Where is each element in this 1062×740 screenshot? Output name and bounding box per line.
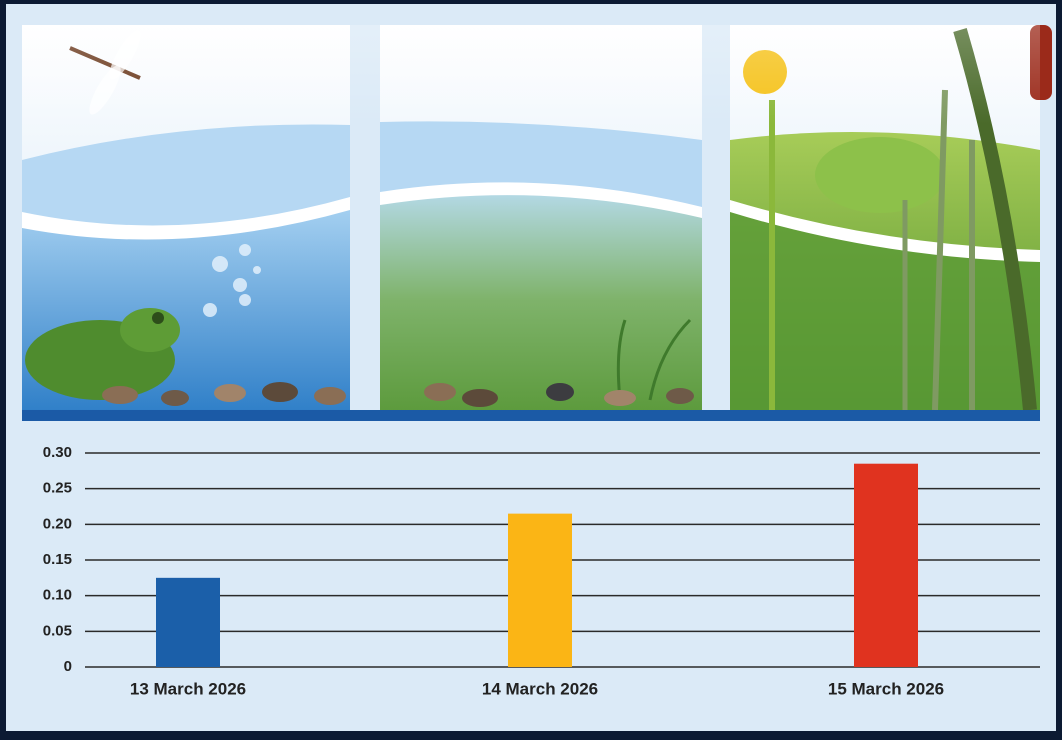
- page: {"chart_data": {"type": "bar", "categori…: [0, 0, 1062, 735]
- y-tick-label: 0.25: [43, 480, 72, 497]
- bar: [508, 514, 572, 667]
- y-tick-label: 0.15: [43, 551, 72, 568]
- chart: 0 0.05 0.10 0.15 0.20 0.25 0.30 13 March 2026 14…: [0, 0, 1062, 735]
- x-tick-label: 15 March 2026: [828, 679, 944, 698]
- y-tick-label: 0.10: [43, 587, 72, 604]
- y-tick-label: 0: [64, 658, 72, 675]
- y-tick-label: 0.30: [43, 444, 72, 461]
- y-tick-label: 0.20: [43, 515, 72, 532]
- bar: [854, 464, 918, 667]
- x-tick-label: 13 March 2026: [130, 679, 246, 698]
- highlight: [22, 25, 1040, 421]
- bar: [156, 578, 220, 667]
- x-tick-label: 14 March 2026: [482, 679, 598, 698]
- y-tick-label: 0.05: [43, 622, 72, 639]
